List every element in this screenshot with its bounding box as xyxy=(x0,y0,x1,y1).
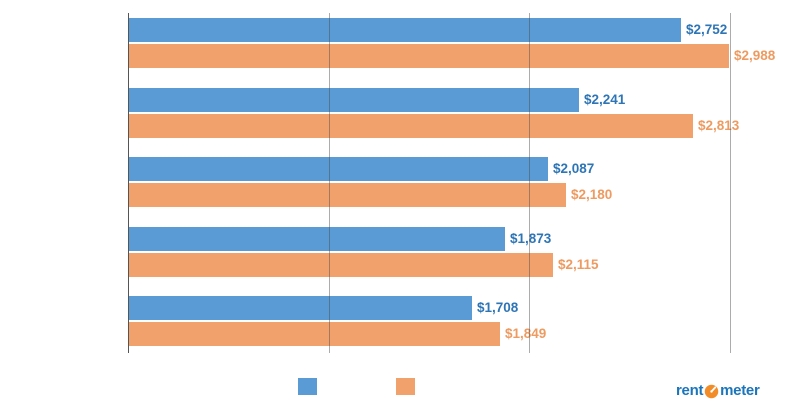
series-orange-value-label-3: $2,180 xyxy=(571,187,613,202)
series-orange-value-label-1: $2,988 xyxy=(734,48,776,63)
brand-text-prefix: rent xyxy=(676,382,704,399)
series-orange-bar-1: $2,988 xyxy=(129,44,775,68)
series-blue-value-label-5: $1,708 xyxy=(477,300,519,315)
legend-swatch-2 xyxy=(396,378,415,395)
series-blue-value-label-4: $1,873 xyxy=(510,230,552,246)
series-orange-bar-3: $2,180 xyxy=(129,183,612,207)
gridline-1000 xyxy=(329,13,330,353)
gauge-icon xyxy=(704,384,719,398)
legend-item-2 xyxy=(396,378,421,395)
series-blue-bar-4: $1,873 xyxy=(129,226,551,251)
series-blue-bar-1: $2,752 xyxy=(129,18,727,42)
series-blue-bar-3: $2,087 xyxy=(129,157,594,181)
series-blue-value-label-2: $2,241 xyxy=(584,91,626,107)
gridline-2000 xyxy=(529,13,530,353)
series-orange-bar-2: $2,813 xyxy=(129,113,739,138)
brand-text-suffix: meter xyxy=(720,382,760,399)
series-blue-bar-2: $2,241 xyxy=(129,87,625,112)
series-orange-value-label-4: $2,115 xyxy=(558,256,599,272)
legend-swatch-1 xyxy=(298,378,317,395)
series-orange-value-label-5: $1,849 xyxy=(505,326,547,341)
gridline-3000 xyxy=(730,13,731,353)
brand-logo: rent meter xyxy=(676,381,760,401)
plot-area: $2,752 $2,988 $2,241 $2,813 $2,087 $2,180 $1,8… xyxy=(128,13,799,353)
legend-item-1 xyxy=(298,378,323,395)
y-axis-line xyxy=(128,13,129,353)
series-orange-bar-5: $1,849 xyxy=(129,322,546,346)
series-blue-bar-5: $1,708 xyxy=(129,296,518,320)
series-blue-value-label-3: $2,087 xyxy=(553,161,595,176)
series-blue-value-label-1: $2,752 xyxy=(686,22,728,37)
series-orange-bar-4: $2,115 xyxy=(129,252,599,277)
series-orange-value-label-2: $2,813 xyxy=(698,117,740,133)
chart-legend xyxy=(0,378,800,398)
